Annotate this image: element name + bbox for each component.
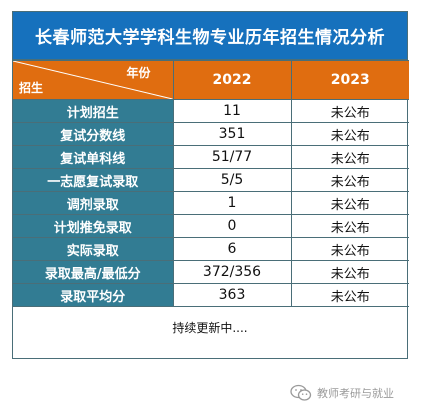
row-label: 录取平均分 [13, 283, 174, 307]
column-header-2022: 2022 [172, 60, 292, 100]
table-row: 录取最高/最低分 372/356 未公布 [13, 260, 409, 284]
value-2023: 未公布 [290, 260, 409, 284]
value-2022: 11 [172, 99, 292, 123]
corner-recruit-label: 招生 [19, 81, 44, 95]
row-label: 复试分数线 [13, 122, 174, 146]
row-label: 计划推免录取 [13, 214, 174, 238]
value-2023: 未公布 [290, 283, 409, 307]
value-2022: 351 [172, 122, 292, 146]
wechat-icon [290, 384, 312, 401]
value-2022: 51/77 [172, 145, 292, 169]
value-2023: 未公布 [290, 122, 409, 146]
value-2023: 未公布 [290, 168, 409, 192]
table-row: 复试分数线 351 未公布 [13, 122, 409, 146]
value-2023: 未公布 [290, 237, 409, 261]
table-row: 计划推免录取 0 未公布 [13, 214, 409, 238]
row-label: 录取最高/最低分 [13, 260, 174, 284]
row-label: 调剂录取 [13, 191, 174, 215]
watermark-text: 教师考研与就业 [317, 387, 394, 400]
row-label: 计划招生 [13, 99, 174, 123]
watermark: 教师考研与就业 [290, 384, 394, 402]
value-2022: 6 [172, 237, 292, 261]
table-row: 录取平均分 363 未公布 [13, 283, 409, 307]
admission-table: 年份 招生 2022 2023 计划招生 11 未公布 复试分数线 351 未公… [13, 60, 409, 307]
column-header-2023: 2023 [290, 60, 409, 100]
table-row: 复试单科线 51/77 未公布 [13, 145, 409, 169]
value-2023: 未公布 [290, 191, 409, 215]
value-2022: 1 [172, 191, 292, 215]
row-label: 复试单科线 [13, 145, 174, 169]
value-2022: 0 [172, 214, 292, 238]
value-2023: 未公布 [290, 99, 409, 123]
table-row: 实际录取 6 未公布 [13, 237, 409, 261]
table-row: 计划招生 11 未公布 [13, 99, 409, 123]
value-2022: 5/5 [172, 168, 292, 192]
admission-card: 长春师范大学学科生物专业历年招生情况分析 年份 招生 2022 2023 计划招… [12, 11, 409, 359]
table-row: 调剂录取 1 未公布 [13, 191, 409, 215]
row-label: 一志愿复试录取 [13, 168, 174, 192]
table-row: 一志愿复试录取 5/5 未公布 [13, 168, 409, 192]
corner-header-cell: 年份 招生 [13, 60, 174, 100]
row-label: 实际录取 [13, 237, 174, 261]
table-title: 长春师范大学学科生物专业历年招生情况分析 [13, 12, 407, 60]
header-row: 年份 招生 2022 2023 [13, 60, 409, 100]
value-2022: 363 [172, 283, 292, 307]
value-2023: 未公布 [290, 214, 409, 238]
corner-year-label: 年份 [126, 66, 151, 80]
value-2022: 372/356 [172, 260, 292, 284]
diagonal-divider [13, 61, 173, 99]
value-2023: 未公布 [290, 145, 409, 169]
update-note: 持续更新中.... [172, 320, 248, 335]
